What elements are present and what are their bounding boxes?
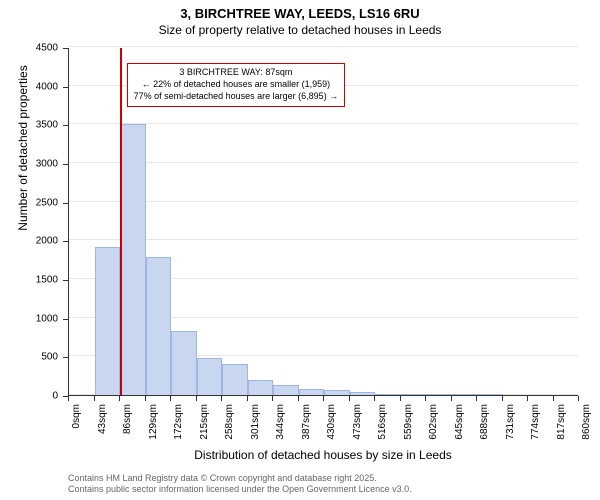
annotation-line2: 77% of semi-detached houses are larger (… <box>134 91 339 103</box>
annotation-title: 3 BIRCHTREE WAY: 87sqm <box>134 67 339 79</box>
footer: Contains HM Land Registry data © Crown c… <box>68 473 412 496</box>
x-tick <box>502 396 503 401</box>
histogram-bar <box>248 380 274 395</box>
y-tick <box>63 48 68 49</box>
histogram-bar <box>171 331 197 395</box>
x-tick <box>272 396 273 401</box>
grid-line <box>69 46 578 47</box>
footer-line2: Contains public sector information licen… <box>68 484 412 496</box>
marker-line <box>120 48 122 395</box>
x-tick <box>323 396 324 401</box>
histogram-bar <box>477 394 503 395</box>
histogram-bar <box>299 389 325 395</box>
x-tick <box>119 396 120 401</box>
x-tick <box>170 396 171 401</box>
plot-area: 3 BIRCHTREE WAY: 87sqm ← 22% of detached… <box>68 48 578 396</box>
histogram-bar <box>426 394 452 395</box>
annotation-line1: ← 22% of detached houses are smaller (1,… <box>134 79 339 91</box>
histogram-bar <box>120 124 146 395</box>
x-tick <box>196 396 197 401</box>
histogram-bar <box>350 392 376 395</box>
x-tick <box>476 396 477 401</box>
x-tick <box>400 396 401 401</box>
histogram-bar <box>401 394 427 395</box>
histogram-bar <box>324 390 350 395</box>
footer-line1: Contains HM Land Registry data © Crown c… <box>68 473 412 485</box>
histogram-bar <box>452 394 478 395</box>
x-tick <box>349 396 350 401</box>
y-tick <box>63 125 68 126</box>
histogram-bar <box>146 257 172 395</box>
histogram-bar <box>222 364 248 395</box>
x-tick <box>374 396 375 401</box>
histogram-bar <box>273 385 299 395</box>
y-tick <box>63 164 68 165</box>
chart-title: 3, BIRCHTREE WAY, LEEDS, LS16 6RU <box>0 0 600 21</box>
x-axis-label: Distribution of detached houses by size … <box>68 448 578 462</box>
histogram-bar <box>197 358 223 395</box>
y-tick <box>63 280 68 281</box>
x-tick <box>247 396 248 401</box>
y-tick-label: 0 <box>0 391 58 402</box>
x-tick <box>553 396 554 401</box>
y-tick-label: 500 <box>0 352 58 363</box>
x-tick <box>94 396 95 401</box>
y-axis-label: Number of detached properties <box>16 0 30 322</box>
histogram-bar <box>95 247 121 395</box>
x-tick <box>425 396 426 401</box>
x-tick <box>68 396 69 401</box>
x-tick <box>221 396 222 401</box>
histogram-bar <box>375 394 401 395</box>
x-tick-label: 860sqm <box>581 404 592 464</box>
y-tick <box>63 241 68 242</box>
x-tick <box>298 396 299 401</box>
x-tick <box>578 396 579 401</box>
y-tick <box>63 319 68 320</box>
chart-subtitle: Size of property relative to detached ho… <box>0 21 600 37</box>
chart-container: 3, BIRCHTREE WAY, LEEDS, LS16 6RU Size o… <box>0 0 600 500</box>
x-tick <box>145 396 146 401</box>
x-tick <box>451 396 452 401</box>
y-tick <box>63 357 68 358</box>
y-tick <box>63 87 68 88</box>
annotation-box: 3 BIRCHTREE WAY: 87sqm ← 22% of detached… <box>127 63 346 106</box>
y-tick <box>63 203 68 204</box>
x-tick <box>527 396 528 401</box>
